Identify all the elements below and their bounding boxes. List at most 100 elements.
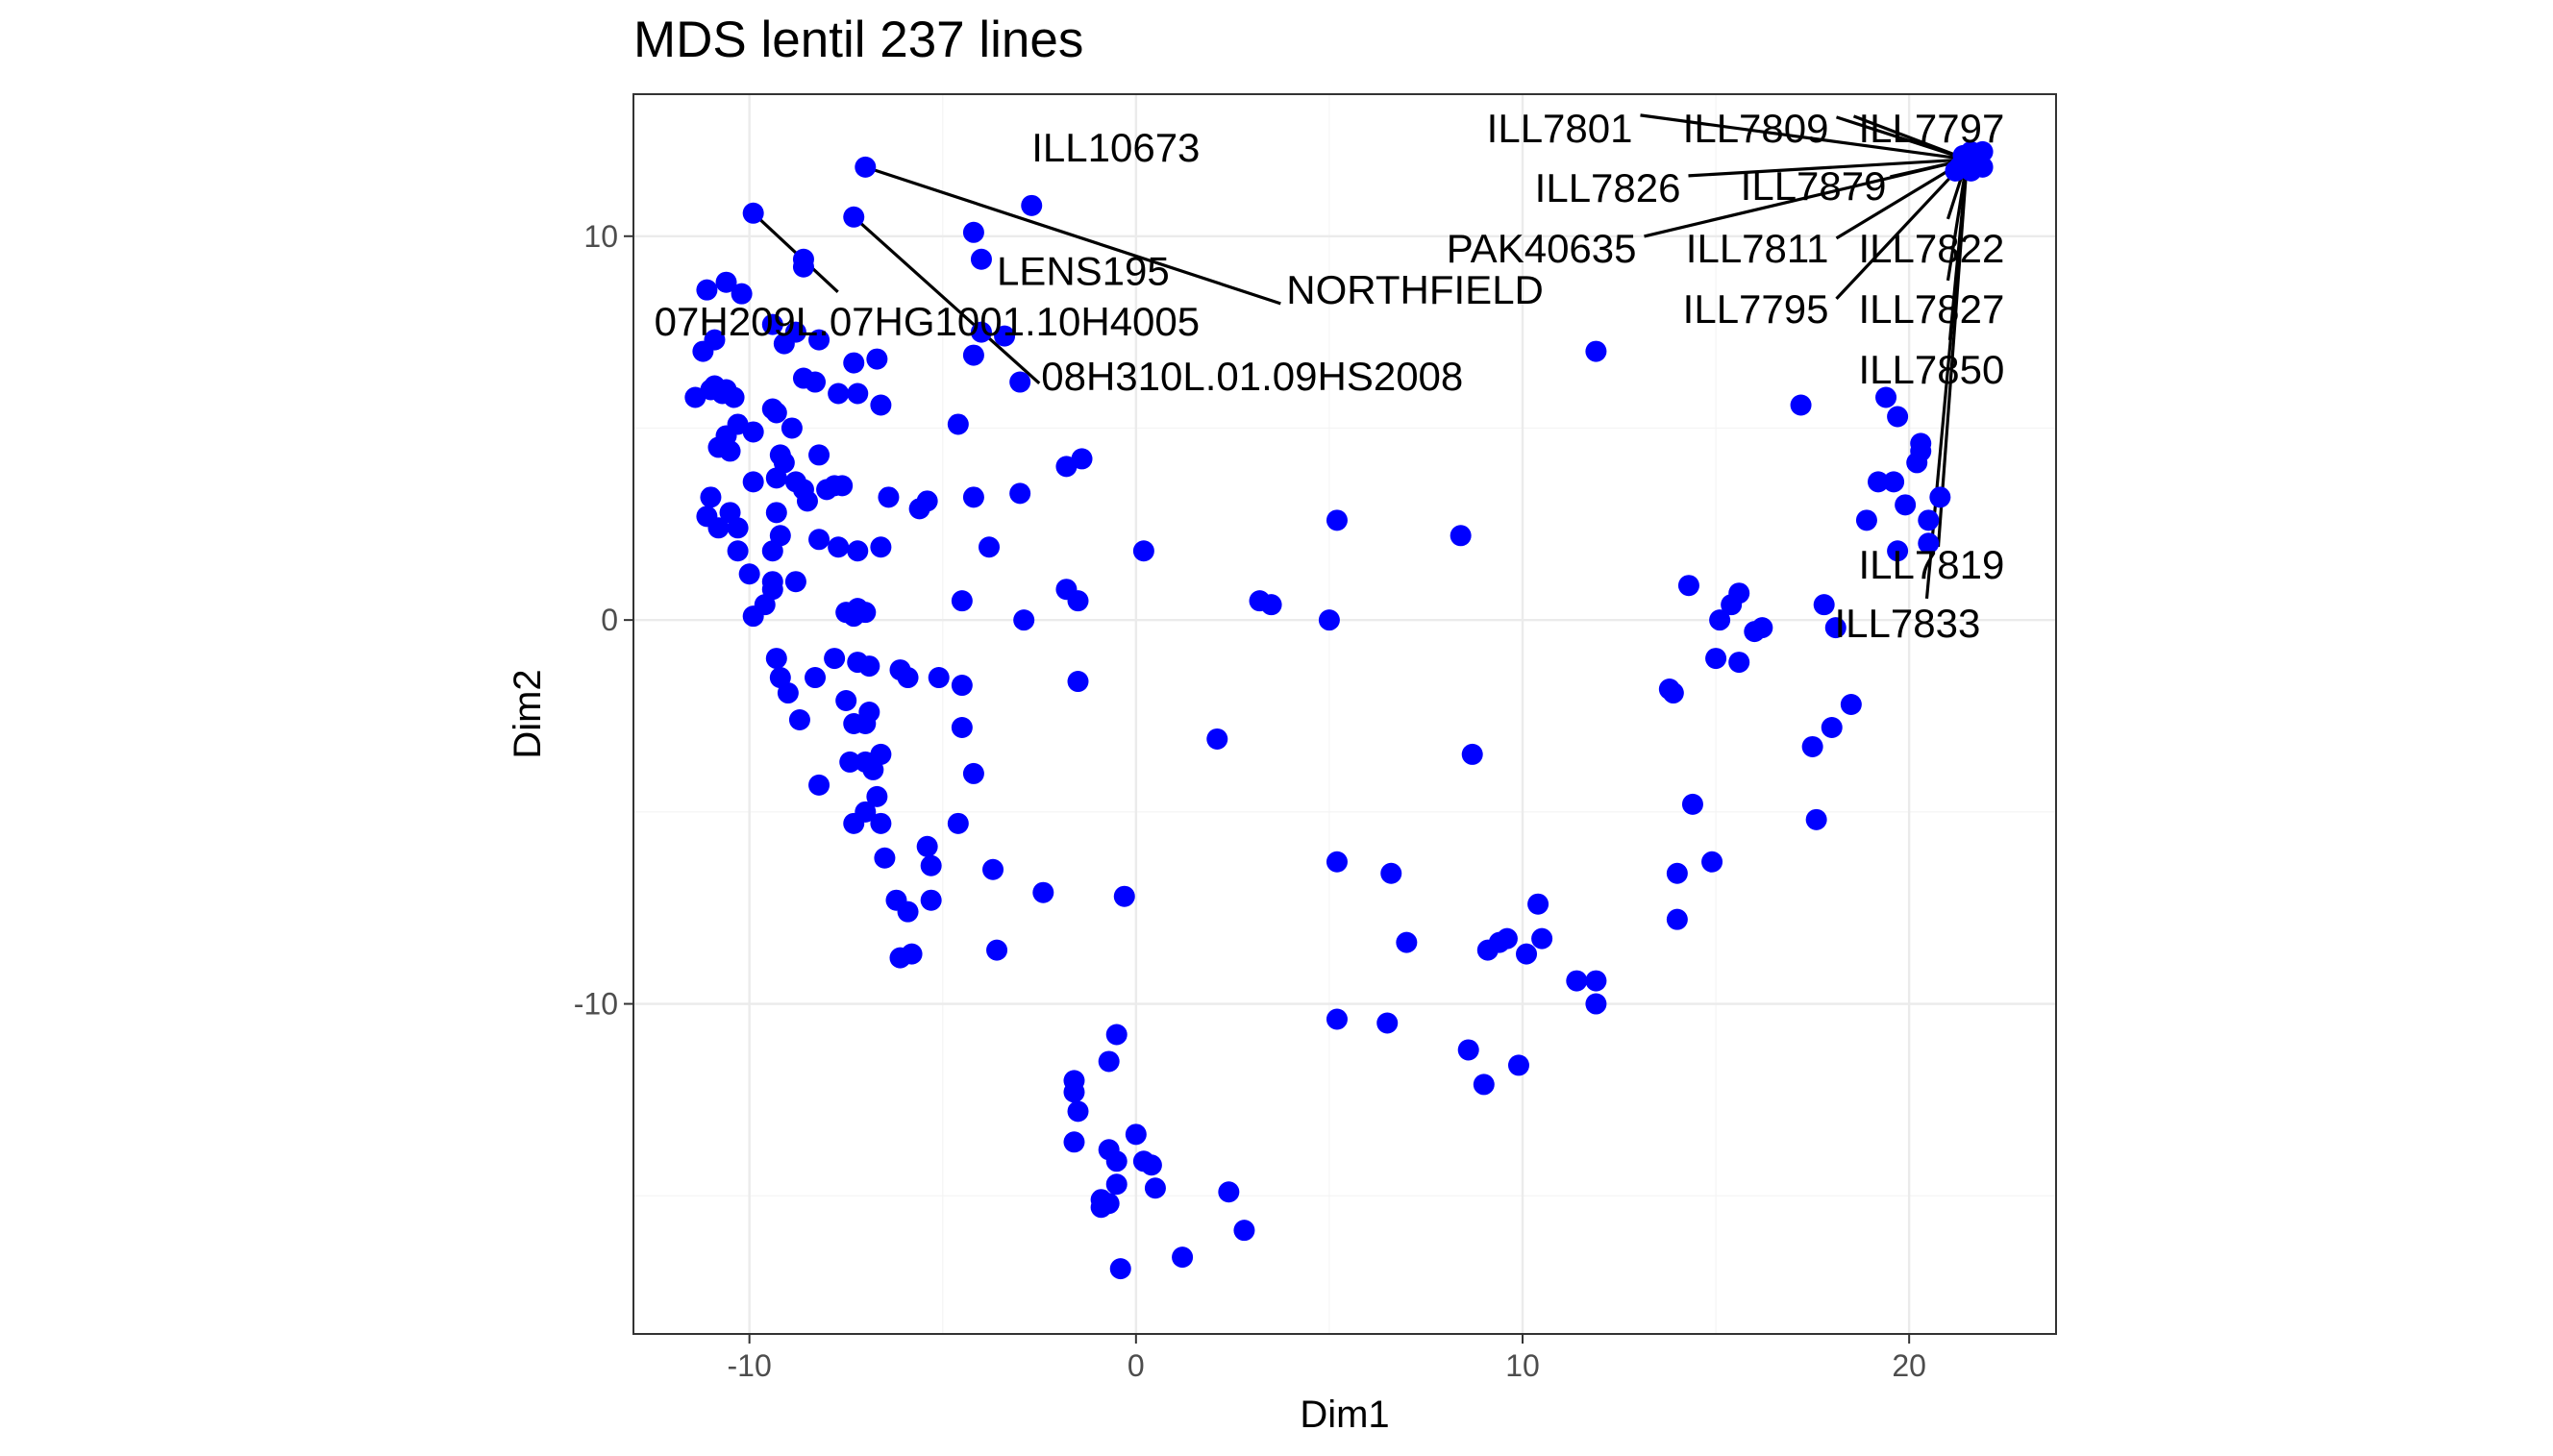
data-point bbox=[781, 417, 803, 439]
data-point bbox=[843, 352, 865, 374]
data-point bbox=[1666, 908, 1688, 930]
data-point bbox=[1585, 993, 1607, 1015]
data-point bbox=[1098, 1050, 1120, 1073]
data-point bbox=[828, 536, 850, 558]
data-point bbox=[1063, 1131, 1085, 1153]
data-point bbox=[1318, 609, 1340, 631]
data-point bbox=[1666, 862, 1688, 884]
data-points bbox=[684, 140, 1994, 1280]
data-point bbox=[928, 667, 950, 689]
point-label: 08H310L.01.09HS2008 bbox=[1041, 354, 1463, 399]
data-point bbox=[1790, 394, 1812, 416]
label-leader-line bbox=[1852, 114, 1969, 161]
data-point bbox=[1507, 1054, 1529, 1076]
data-point bbox=[920, 889, 942, 911]
data-point bbox=[1218, 1181, 1240, 1203]
data-point bbox=[738, 563, 760, 585]
point-label: PAK40635 bbox=[1447, 226, 1637, 271]
data-point bbox=[1855, 509, 1877, 531]
data-point bbox=[1105, 1024, 1128, 1046]
data-point bbox=[1105, 1150, 1128, 1172]
data-point bbox=[994, 325, 1016, 347]
x-tick-label: 20 bbox=[1892, 1348, 1926, 1383]
x-tick-label: 10 bbox=[1505, 1348, 1540, 1383]
x-tick-label: 0 bbox=[1128, 1348, 1145, 1383]
data-point bbox=[986, 939, 1008, 961]
data-point bbox=[1813, 594, 1835, 616]
data-point bbox=[1140, 1154, 1162, 1176]
data-point bbox=[1527, 893, 1549, 915]
data-point bbox=[1918, 509, 1940, 531]
data-point bbox=[1009, 371, 1031, 393]
data-point bbox=[947, 413, 969, 435]
label-leader-line bbox=[864, 165, 1281, 306]
data-point bbox=[970, 321, 992, 343]
point-labels: ILL10673 LENS195 NORTHFIELD 07H209L.07HG100… bbox=[655, 106, 2005, 646]
data-point bbox=[920, 854, 942, 876]
data-point bbox=[970, 248, 992, 270]
y-axis: -10 0 10 bbox=[574, 219, 633, 1022]
data-point bbox=[1821, 716, 1843, 738]
data-point bbox=[742, 605, 764, 628]
data-point bbox=[897, 667, 919, 689]
data-point bbox=[962, 762, 984, 784]
data-point bbox=[1063, 1081, 1085, 1103]
y-tick-label: 0 bbox=[601, 603, 618, 637]
data-point bbox=[692, 340, 714, 362]
data-point bbox=[1701, 851, 1723, 873]
data-point bbox=[731, 283, 753, 305]
data-point bbox=[808, 774, 830, 796]
data-point bbox=[1887, 540, 1909, 562]
data-point bbox=[951, 716, 973, 738]
point-label: ILL7819 bbox=[1859, 542, 2005, 587]
data-point bbox=[1883, 471, 1905, 493]
data-point bbox=[765, 502, 787, 524]
data-point bbox=[1009, 482, 1031, 505]
y-axis-title: Dim2 bbox=[507, 669, 549, 758]
major-gridlines bbox=[633, 94, 2056, 1334]
data-point bbox=[1887, 406, 1909, 428]
point-label: ILL7827 bbox=[1859, 286, 2005, 332]
data-point bbox=[1744, 621, 1766, 643]
point-label: ILL7809 bbox=[1683, 106, 1829, 151]
data-point bbox=[1450, 525, 1472, 547]
data-point bbox=[1585, 970, 1607, 992]
data-point bbox=[1801, 735, 1823, 757]
data-point bbox=[866, 785, 888, 807]
data-point bbox=[1971, 156, 1994, 178]
data-point bbox=[1709, 609, 1731, 631]
label-leader-line bbox=[1644, 158, 1968, 238]
data-point bbox=[805, 667, 827, 689]
data-point bbox=[727, 540, 749, 562]
data-point bbox=[742, 421, 764, 443]
data-point bbox=[916, 835, 938, 857]
data-point bbox=[847, 383, 869, 405]
data-point bbox=[878, 486, 900, 508]
label-leader-line bbox=[1640, 113, 1968, 161]
data-point bbox=[805, 371, 827, 393]
data-point bbox=[1125, 1123, 1147, 1146]
data-point bbox=[962, 344, 984, 366]
point-label: ILL7850 bbox=[1859, 347, 2005, 392]
data-point bbox=[1113, 885, 1135, 907]
data-point bbox=[843, 206, 865, 228]
data-point bbox=[1840, 694, 1862, 716]
data-point bbox=[1929, 486, 1951, 508]
data-point bbox=[808, 529, 830, 551]
data-point bbox=[796, 490, 818, 512]
data-point bbox=[808, 329, 830, 351]
data-point bbox=[870, 812, 892, 834]
data-point bbox=[1971, 140, 1994, 162]
data-point bbox=[1945, 160, 1967, 182]
data-point bbox=[1476, 939, 1499, 961]
data-point bbox=[1516, 943, 1538, 965]
data-point bbox=[1013, 609, 1035, 631]
data-point bbox=[1090, 1197, 1112, 1219]
data-point bbox=[1585, 340, 1607, 362]
data-point bbox=[1067, 590, 1089, 612]
y-tick-label: 10 bbox=[583, 219, 618, 254]
data-point bbox=[1032, 881, 1054, 903]
y-tick-label: -10 bbox=[574, 987, 618, 1022]
data-point bbox=[719, 440, 741, 462]
point-label: ILL7811 bbox=[1686, 226, 1829, 271]
